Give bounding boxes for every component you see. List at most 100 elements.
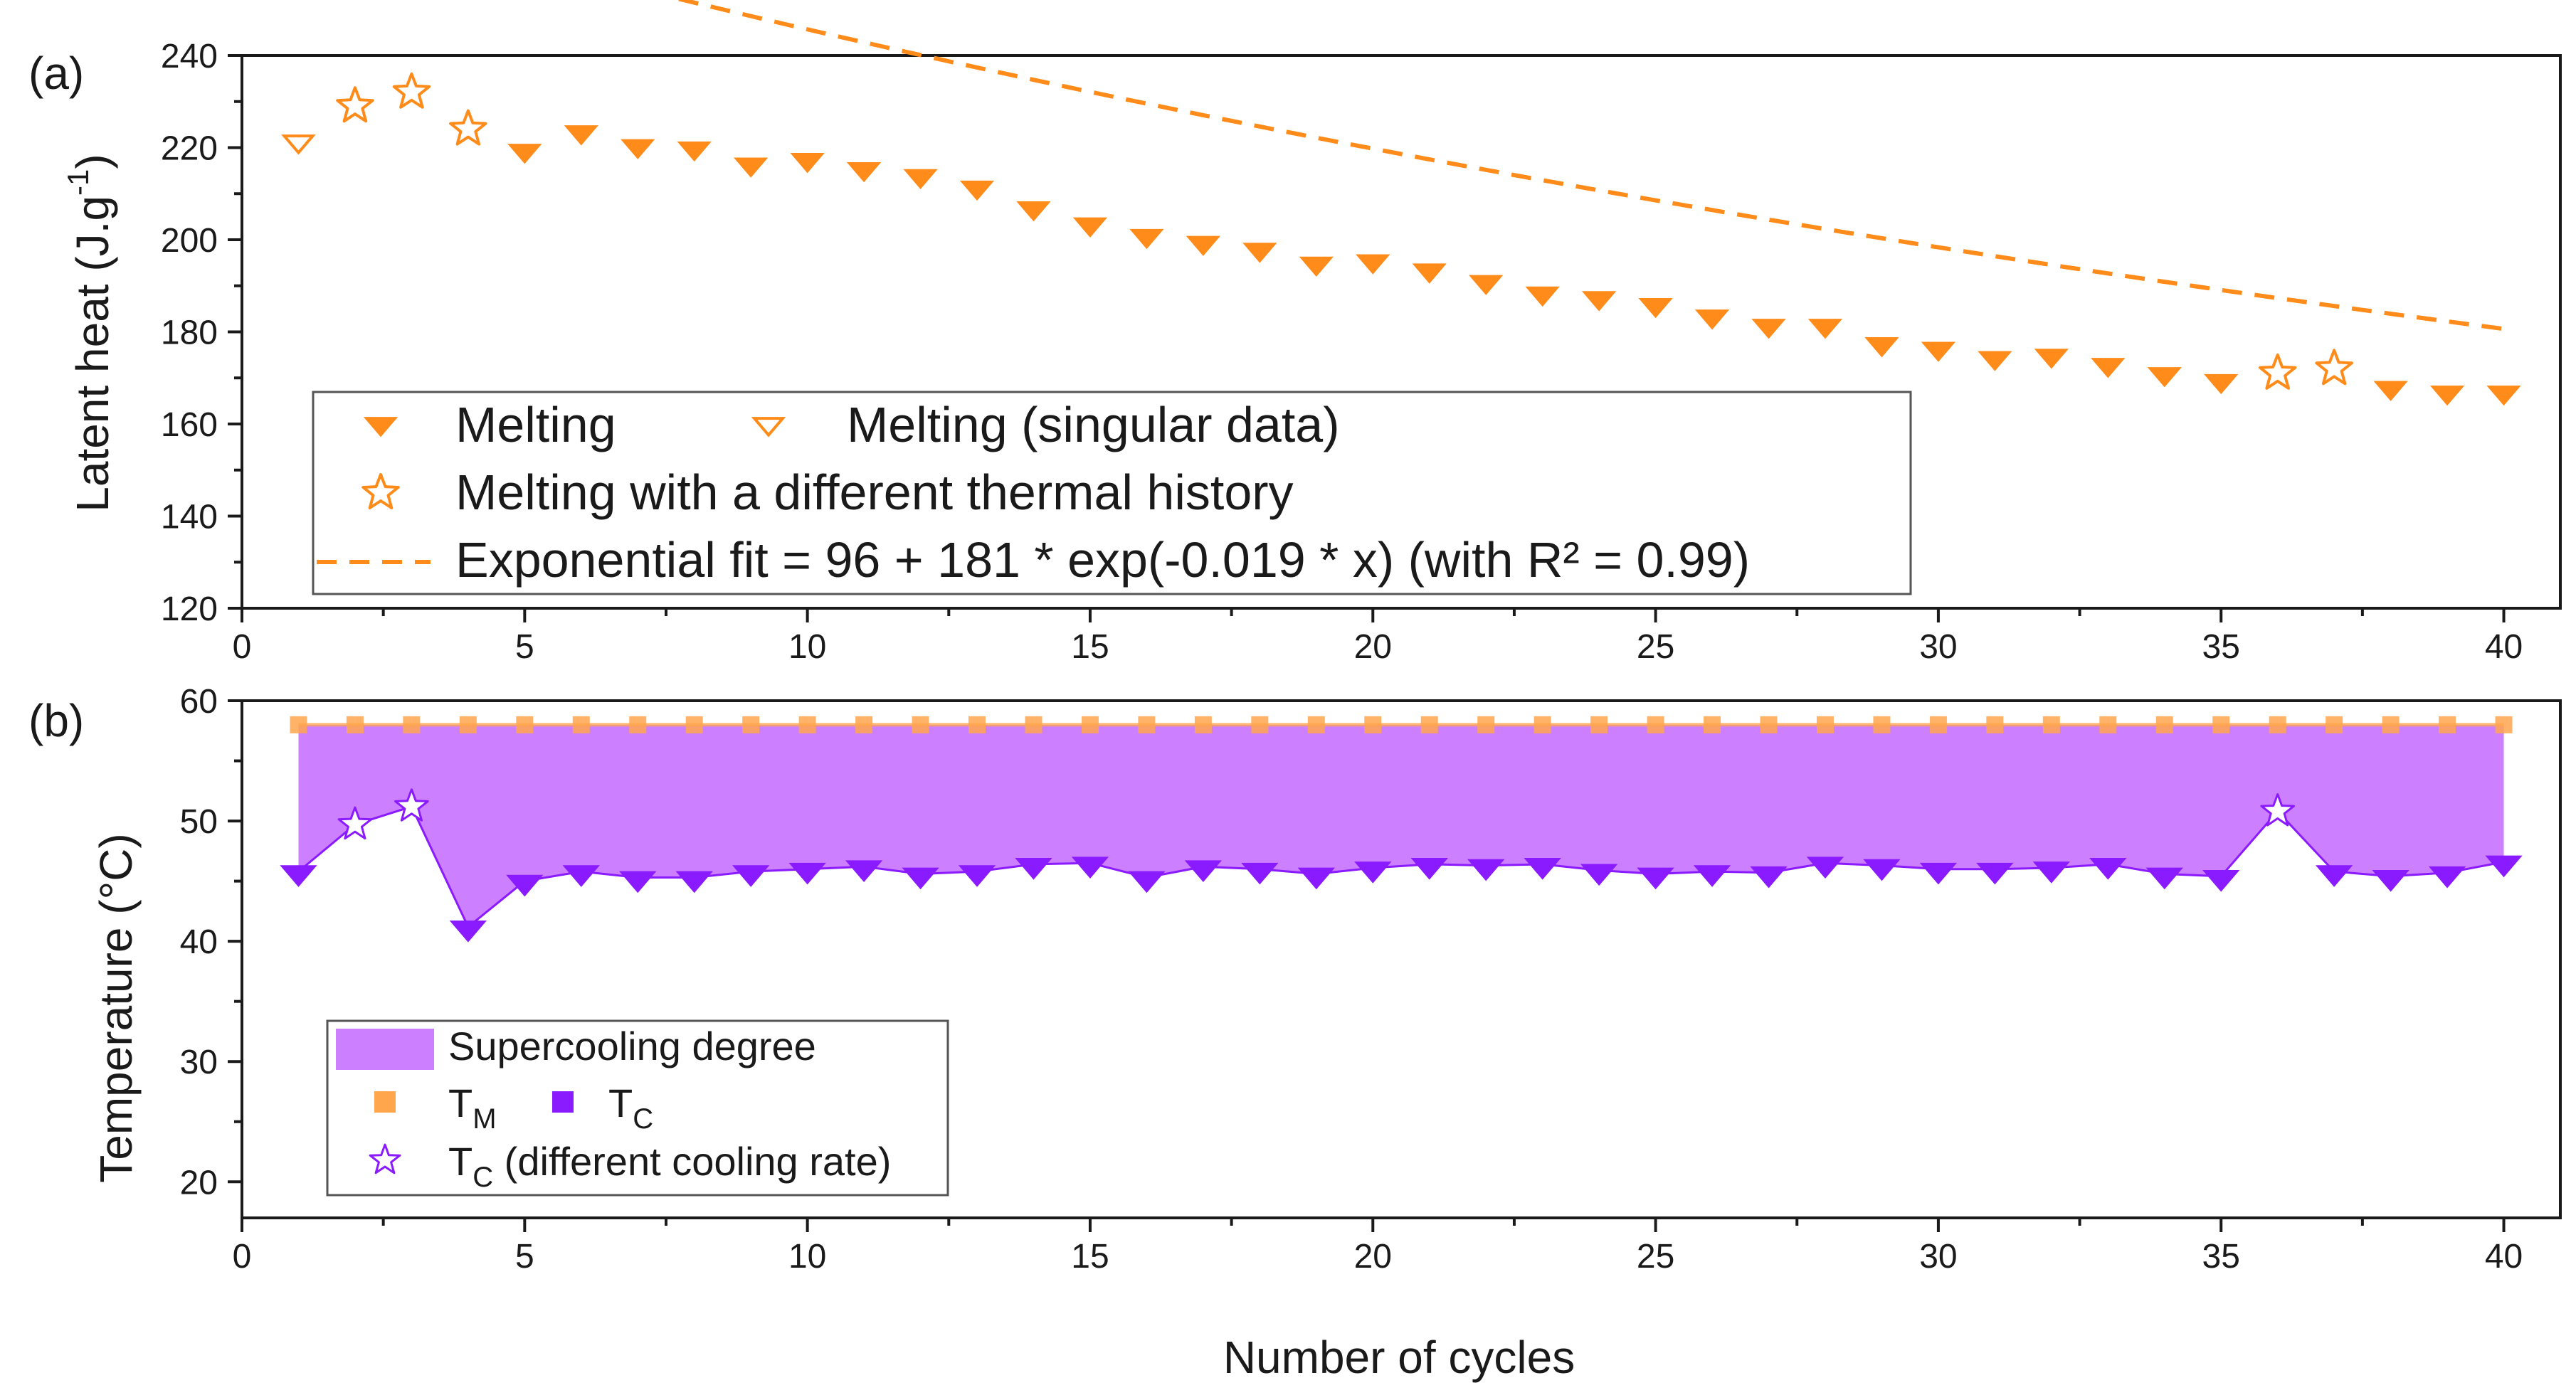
tm-point — [346, 716, 364, 733]
melting-history-point — [2315, 349, 2353, 386]
panel-a-legend-box — [312, 391, 1912, 595]
panel-a-y-tick-label: 180 — [161, 314, 218, 352]
panel-a-label: (a) — [28, 48, 84, 99]
tm-point — [2382, 716, 2400, 733]
tm-point — [459, 716, 477, 733]
tc-point — [1976, 862, 2014, 885]
melting-point — [1356, 254, 1390, 275]
panel-a-axes: 0 5 10 15 20 25 30 35 40 120 140 160 180 200 220 240 — [161, 38, 2562, 666]
tm-point — [798, 716, 816, 733]
panel-a-x-tick-label: 0 — [233, 628, 252, 666]
tc-rate-point — [337, 806, 373, 840]
legend-tc-rate-label: TC (different cooling rate) — [448, 1139, 891, 1193]
tm-point — [2269, 716, 2286, 733]
tc-point — [1693, 865, 1731, 887]
legend-singular-symbol — [751, 417, 786, 438]
tm-point — [572, 716, 590, 733]
legend-tm-symbol — [374, 1091, 396, 1113]
tc-point — [2372, 869, 2409, 892]
melting-point — [1581, 291, 1617, 312]
legend-history-symbol — [361, 473, 400, 509]
melting-point — [1299, 256, 1334, 277]
supercooling-area — [298, 724, 2504, 927]
melting-singular-point — [281, 134, 316, 155]
melting-point — [2091, 358, 2126, 378]
melting-point — [1864, 337, 1899, 358]
panel-b-y-tick-label: 60 — [180, 683, 218, 721]
legend-melting-label: Melting — [455, 397, 616, 452]
tm-point — [2212, 716, 2230, 733]
tm-point — [968, 716, 986, 733]
x-axis-title: Number of cycles — [1223, 1332, 1575, 1383]
tm-point — [1534, 716, 1551, 733]
tm-point — [2326, 716, 2343, 733]
melting-point — [2486, 386, 2521, 406]
tc-point — [2315, 865, 2353, 887]
melting-point — [507, 144, 542, 164]
panel-b-y-axis-title: Temperature (°C) — [90, 833, 142, 1183]
melting-point — [2429, 386, 2465, 406]
tc-point — [1241, 862, 1279, 885]
melting-point — [790, 153, 825, 174]
tm-point — [1420, 716, 1438, 733]
panel-a-legend: Melting Melting (singular data) Melting … — [312, 391, 1912, 595]
melting-point — [2147, 367, 2182, 388]
tc-point — [2202, 869, 2240, 892]
tc-point — [506, 874, 544, 897]
melting-point — [2034, 349, 2069, 369]
tc-point — [619, 871, 657, 893]
tc-point — [1863, 859, 1901, 881]
panel-b-x-tick-label: 10 — [788, 1238, 826, 1276]
tm-point — [629, 716, 647, 733]
melting-point — [1242, 243, 1277, 263]
tm-point — [1986, 716, 2004, 733]
panel-b-x-tick-label: 20 — [1354, 1238, 1392, 1276]
panel-a-x-tick-label: 25 — [1637, 628, 1674, 666]
tc-rate-point — [2260, 793, 2295, 827]
panel-a-x-tick-label: 40 — [2485, 628, 2523, 666]
panel-b-frame — [241, 699, 2562, 1219]
tc-point — [2089, 858, 2127, 880]
melting-history-point — [392, 72, 431, 109]
melting-point — [846, 161, 882, 183]
panel-a-y-tick-label: 240 — [161, 38, 218, 75]
panel-a-x-tick-label: 15 — [1071, 628, 1109, 666]
melting-history-point — [2259, 353, 2297, 390]
panel-b-fill — [298, 724, 2504, 927]
melting-point — [903, 169, 938, 189]
melting-point — [1525, 286, 1560, 307]
panel-a-marks — [281, 0, 2521, 406]
tc-point — [902, 867, 939, 890]
tc-point — [1919, 862, 1958, 885]
panel-a-x-tick-label: 20 — [1354, 628, 1392, 666]
melting-point — [1129, 228, 1164, 250]
melting-point — [1751, 319, 1786, 339]
tm-point — [1760, 716, 1778, 733]
tc-point — [1410, 858, 1448, 880]
melting-point — [733, 157, 769, 178]
panel-b-label: (b) — [28, 695, 84, 746]
tm-point — [1364, 716, 1382, 733]
legend-history-label: Melting with a different thermal history — [455, 465, 1294, 520]
panel-a-y-tick-label: 160 — [161, 406, 218, 444]
legend-tc-label: TC — [608, 1081, 653, 1135]
tc-point — [2428, 866, 2466, 889]
tc-point — [1071, 857, 1109, 879]
melting-point — [1638, 297, 1673, 319]
melting-point — [1978, 351, 2012, 371]
panel-b-y-tick-label: 20 — [180, 1164, 218, 1202]
tc-line — [297, 805, 2504, 929]
melting-point — [1921, 341, 1956, 362]
tc-point — [675, 871, 713, 893]
tm-point — [290, 716, 307, 733]
tm-point — [1647, 716, 1664, 733]
tm-point — [1194, 716, 1212, 733]
melting-point — [1469, 275, 1504, 295]
tm-point — [1025, 716, 1042, 733]
panel-b-x-tick-label: 40 — [2485, 1238, 2523, 1276]
tm-point — [912, 716, 929, 733]
tc-point — [958, 865, 996, 887]
melting-point — [2204, 373, 2239, 395]
tm-point — [1251, 716, 1269, 733]
